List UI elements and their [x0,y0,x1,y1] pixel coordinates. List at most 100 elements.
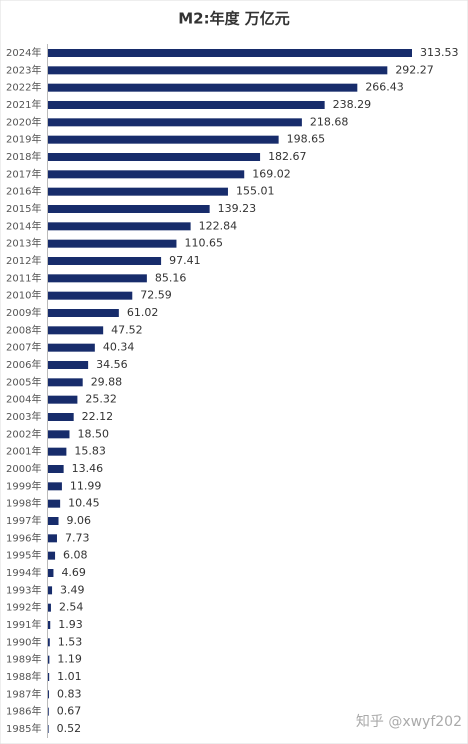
data-label: 29.88 [91,375,123,388]
bar [48,517,59,525]
bar [48,465,64,473]
bar [48,274,147,283]
bar [48,673,50,681]
y-tick-label: 2000年 [6,462,41,475]
data-label: 0.83 [57,687,82,700]
y-tick-label: 1988年 [6,670,41,683]
bar [48,118,302,127]
y-tick-label: 2023年 [6,63,41,76]
data-label: 13.46 [72,462,104,475]
y-tick-label: 2008年 [6,323,41,336]
y-tick-label: 2005年 [6,375,41,388]
bar [48,586,53,595]
bar [48,343,95,352]
y-tick-label: 1989年 [6,653,41,666]
y-tick-label: 1992年 [6,601,41,614]
data-label: 2.54 [59,601,83,614]
data-label: 15.83 [74,445,106,458]
bar [48,638,50,647]
data-label: 34.56 [96,358,128,371]
data-label: 40.34 [103,341,135,354]
y-tick-label: 1987年 [6,687,41,700]
bar [48,83,358,92]
watermark: 知乎 @xwyf202 [356,713,462,730]
y-tick-label: 2009年 [6,306,41,319]
data-label: 182.67 [268,150,307,163]
bar [48,153,261,161]
bar [48,291,133,300]
data-label: 292.27 [395,63,434,76]
bar [48,655,50,664]
y-tick-label: 1990年 [6,635,41,648]
y-tick-label: 2017年 [6,167,41,180]
bar [48,326,104,335]
data-label: 169.02 [252,167,291,180]
data-label: 97.41 [169,254,201,267]
y-tick-label: 2007年 [6,341,41,354]
bar [48,499,61,508]
y-tick-label: 2006年 [6,358,41,371]
data-label: 4.69 [61,566,85,579]
y-tick-label: 1991年 [6,618,41,631]
y-tick-label: 2012年 [6,254,41,267]
bar [48,135,279,144]
y-tick-label: 2003年 [6,410,41,423]
data-label: 1.19 [57,653,82,666]
y-tick-label: 2013年 [6,237,41,250]
y-tick-label: 1999年 [6,479,41,492]
bar [48,551,56,560]
y-tick-label: 2001年 [6,445,41,458]
bar [48,361,89,369]
data-label: 1.01 [57,670,82,683]
data-label: 218.68 [310,115,349,128]
y-tick-label: 2020年 [6,115,41,128]
bar [48,101,325,109]
data-label: 198.65 [287,133,326,146]
data-label: 313.53 [420,46,459,59]
data-label: 0.52 [57,722,82,735]
data-label: 1.93 [58,618,83,631]
y-tick-label: 2010年 [6,289,41,302]
data-label: 72.59 [140,289,172,302]
bar [48,170,245,179]
y-tick-label: 1986年 [6,705,41,718]
data-label: 25.32 [85,393,117,406]
data-label: 47.52 [111,323,143,336]
y-tick-label: 2019年 [6,133,41,146]
y-tick-label: 2024年 [6,46,41,59]
bar [48,690,49,699]
data-label: 61.02 [127,306,158,319]
bar [48,257,162,265]
y-tick-label: 1996年 [6,531,41,544]
bar [48,413,74,421]
y-tick-label: 2004年 [6,393,41,406]
data-label: 10.45 [68,497,100,510]
y-tick-label: 2021年 [6,98,41,111]
data-label: 110.65 [184,237,223,250]
bar [48,603,51,612]
y-tick-label: 2022年 [6,81,41,94]
bar [48,707,49,716]
data-label: 6.08 [63,549,87,562]
bar [48,309,119,317]
y-tick-label: 2018年 [6,150,41,163]
bar [48,378,83,387]
bar [48,187,228,196]
data-label: 1.53 [58,635,83,648]
y-tick-label: 1994年 [6,566,41,579]
y-tick-label: 1995年 [6,549,41,562]
data-label: 9.06 [67,514,92,527]
y-tick-label: 2011年 [6,271,41,284]
bar [48,395,78,404]
y-tick-label: 1985年 [6,722,41,735]
bar [48,447,67,456]
data-label: 85.16 [155,271,187,284]
y-tick-label: 1993年 [6,583,41,596]
chart-title: M2:年度 万亿元 [178,10,290,28]
y-tick-label: 2002年 [6,427,41,440]
data-label: 139.23 [218,202,257,215]
y-tick-label: 2014年 [6,219,41,232]
data-label: 238.29 [333,98,372,111]
